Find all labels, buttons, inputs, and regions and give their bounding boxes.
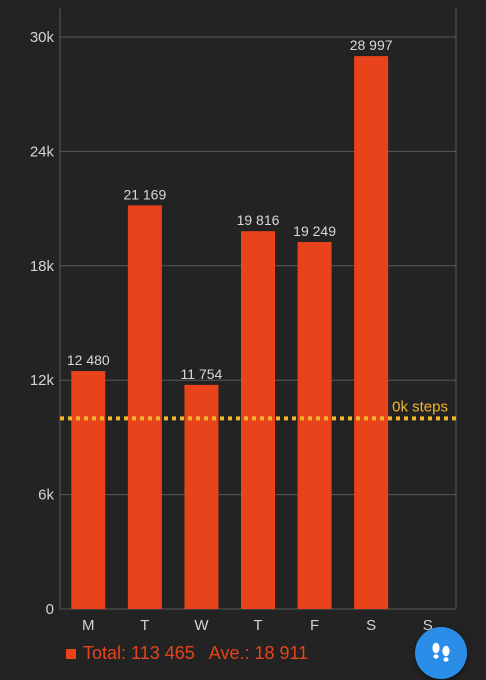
bar-value-label: 21 169 [123, 186, 166, 202]
bar [71, 371, 106, 609]
grid-lines [59, 8, 457, 610]
x-tick-label: S [423, 617, 433, 634]
bar-value-label: 19 816 [237, 212, 280, 228]
bar [354, 56, 389, 610]
x-tick-label: F [310, 617, 319, 634]
bars [71, 56, 389, 610]
x-tick-label: M [82, 617, 95, 634]
average-steps: Ave.: 18 911 [208, 643, 309, 663]
footsteps-fab-button[interactable] [415, 627, 467, 679]
y-tick-label: 30k [30, 29, 55, 46]
goal-label: 0k steps [392, 398, 448, 415]
weekly-steps-bar-chart: 0k steps 12 480 21 169 11 754 19 816 19 249 2… [30, 8, 457, 634]
x-tick-label: T [140, 617, 149, 634]
y-axis-ticks: 0 6k 12k 18k 24k 30k [30, 29, 55, 618]
x-tick-label: S [366, 617, 376, 634]
total-steps: Total: 113 465 [83, 643, 195, 663]
y-tick-label: 18k [30, 258, 55, 275]
x-tick-label: W [194, 617, 209, 634]
bar-value-label: 12 480 [67, 352, 110, 368]
legend-swatch [66, 648, 76, 659]
bar [184, 384, 219, 609]
y-tick-label: 12k [30, 372, 55, 389]
bar-value-label: 19 249 [293, 223, 336, 239]
bar-value-label: 28 997 [350, 37, 393, 53]
goal-line-group: 0k steps [60, 398, 456, 421]
bar [127, 205, 162, 609]
footsteps-icon [432, 642, 450, 662]
y-tick-label: 6k [38, 487, 54, 504]
bar-value-label: 11 754 [181, 366, 223, 382]
y-tick-label: 24k [30, 143, 55, 160]
bar [297, 241, 332, 610]
data-labels: 12 480 21 169 11 754 19 816 19 249 28 997 [67, 37, 393, 382]
x-tick-label: T [253, 617, 262, 634]
y-tick-label: 0 [46, 601, 54, 618]
weekly-summary: Total: 113 465 Ave.: 18 911 [66, 643, 308, 664]
